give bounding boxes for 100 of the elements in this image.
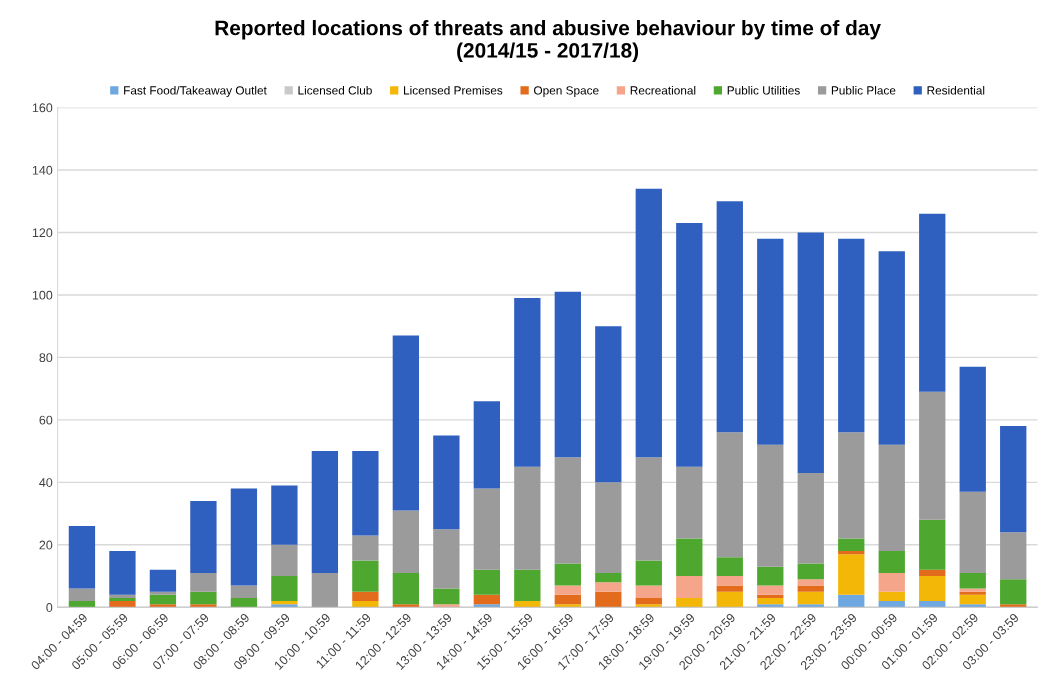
bar	[433, 529, 460, 589]
bar	[716, 432, 743, 558]
bar	[757, 597, 784, 605]
bar	[635, 585, 662, 598]
bar	[757, 444, 784, 567]
bar	[109, 601, 136, 608]
bar	[554, 457, 581, 564]
bar	[757, 566, 784, 586]
y-tick-label: 100	[32, 290, 53, 300]
bar	[919, 576, 946, 601]
bar	[392, 572, 420, 605]
bar	[797, 232, 824, 473]
bar	[959, 604, 986, 608]
bar	[838, 554, 865, 595]
bar	[757, 585, 784, 595]
y-tick-label: 80	[39, 353, 53, 363]
bar	[595, 582, 622, 592]
bar	[635, 597, 662, 605]
bar	[959, 572, 986, 589]
bar	[878, 591, 905, 601]
bar	[149, 594, 177, 605]
bar	[149, 604, 177, 608]
bar	[433, 588, 460, 605]
bar	[392, 510, 420, 573]
bar	[959, 366, 986, 492]
bar	[676, 466, 703, 539]
bar	[109, 551, 136, 595]
bar	[271, 576, 298, 601]
bar	[635, 560, 662, 586]
bar	[919, 391, 946, 520]
bar	[878, 444, 905, 552]
bar	[716, 201, 743, 433]
bar	[635, 457, 662, 561]
bar	[68, 601, 96, 608]
bar	[635, 604, 662, 608]
y-tick-label: 20	[39, 540, 53, 550]
bar	[514, 466, 541, 570]
bar	[635, 188, 662, 458]
bar	[311, 572, 339, 608]
bar	[190, 591, 217, 605]
bar	[473, 488, 500, 570]
bar	[676, 597, 703, 608]
bar	[230, 488, 258, 586]
bar	[595, 591, 622, 608]
bar	[919, 569, 946, 577]
bar	[68, 588, 96, 601]
y-tick-label: 40	[39, 478, 53, 487]
bar	[797, 472, 824, 564]
bar	[838, 238, 865, 433]
bar	[230, 585, 258, 598]
bar	[473, 401, 500, 489]
bar	[190, 572, 217, 592]
bar	[878, 601, 905, 608]
bar	[716, 591, 743, 608]
bar	[554, 563, 581, 586]
bar	[311, 451, 339, 573]
bar	[514, 601, 541, 608]
bar	[352, 535, 379, 561]
bar	[878, 572, 905, 592]
bar	[149, 569, 177, 592]
bar	[919, 213, 946, 392]
legend-label: Open Space	[534, 86, 599, 97]
y-tick-label: 60	[39, 415, 53, 425]
bar	[1000, 426, 1027, 533]
bar	[433, 435, 460, 530]
bar	[433, 604, 460, 608]
bar	[352, 601, 379, 608]
bar	[1000, 532, 1027, 580]
bar	[757, 604, 784, 608]
bar	[352, 451, 379, 536]
bar	[230, 597, 258, 608]
bar	[676, 538, 703, 577]
bar	[797, 591, 824, 605]
bar	[352, 591, 379, 601]
legend-label: Licensed Club	[298, 85, 372, 95]
bar	[392, 335, 420, 511]
bar	[878, 251, 905, 445]
bar	[149, 591, 177, 595]
bar	[878, 551, 905, 573]
bar	[716, 557, 743, 577]
bar	[838, 538, 865, 552]
bar	[797, 604, 824, 608]
bar	[595, 482, 622, 573]
bar	[271, 485, 298, 545]
bar	[757, 594, 784, 598]
bar	[959, 594, 986, 605]
bar	[68, 526, 96, 589]
bar	[797, 585, 824, 592]
bar	[919, 601, 946, 608]
bar	[1000, 604, 1027, 608]
bar	[595, 326, 622, 483]
bar	[797, 563, 824, 580]
bar	[919, 519, 946, 570]
legend-label: Public Utilities	[727, 85, 800, 95]
bar	[190, 501, 217, 573]
bar	[473, 594, 500, 605]
y-tick-label: 120	[32, 228, 53, 238]
bar	[838, 594, 865, 608]
bar	[797, 579, 824, 586]
bar	[514, 569, 541, 601]
